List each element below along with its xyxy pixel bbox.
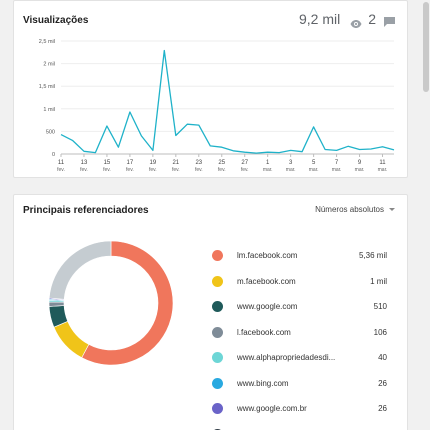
y-tick-label: 0 xyxy=(52,152,55,158)
donut-slice-0[interactable] xyxy=(81,240,174,366)
referrer-row[interactable]: l.facebook.com 106 xyxy=(209,320,399,346)
x-tick-month: mar. xyxy=(355,167,365,173)
referrers-title: Principais referenciadores xyxy=(23,205,149,216)
views-stats: 9,2 mil 2 xyxy=(298,11,395,28)
x-tick-month: fev. xyxy=(241,167,249,173)
comment-icon xyxy=(384,14,395,27)
x-tick-month: mar. xyxy=(286,167,296,173)
referrer-name[interactable]: www.google.com xyxy=(237,302,298,312)
referrer-row[interactable]: www.google.com 510 xyxy=(209,294,399,320)
x-tick-month: fev. xyxy=(126,167,134,173)
x-tick-day: 25 xyxy=(218,160,225,166)
x-tick-day: 11 xyxy=(379,160,386,166)
legend-dot-icon xyxy=(212,250,223,262)
x-tick-day: 27 xyxy=(241,160,248,166)
eye-icon xyxy=(350,15,362,28)
x-tick-month: fev. xyxy=(103,167,111,173)
comments-count: 2 xyxy=(368,11,376,27)
x-tick-day: 7 xyxy=(335,160,339,166)
referrer-row[interactable]: lm.facebook.com 5,36 mil xyxy=(209,243,399,269)
referrer-value: 5,36 mil xyxy=(358,251,387,261)
referrer-value: 40 xyxy=(378,353,387,363)
dropdown-label: Números absolutos xyxy=(315,205,384,214)
views-series-line xyxy=(60,49,395,154)
x-tick-month: fev. xyxy=(149,167,157,173)
scrollbar[interactable] xyxy=(422,0,430,430)
referrers-list: lm.facebook.com 5,36 mil m.facebook.com 1 m… xyxy=(209,243,399,430)
referrer-name[interactable]: www.bing.com xyxy=(237,378,289,388)
scrollbar-thumb[interactable] xyxy=(423,2,429,92)
y-tick-label: 1,5 mil xyxy=(39,84,55,90)
views-title: Visualizações xyxy=(23,15,89,26)
x-tick-day: 13 xyxy=(81,160,88,166)
x-tick-day: 21 xyxy=(172,160,179,166)
x-tick-day: 9 xyxy=(358,160,362,166)
x-tick-month: fev. xyxy=(218,167,226,173)
referrer-name[interactable]: m.facebook.com xyxy=(237,276,296,286)
referrers-donut-chart xyxy=(48,240,174,366)
y-tick-label: 1 mil xyxy=(43,107,55,113)
referrer-row[interactable]: www.alphapropriedadesdi... 40 xyxy=(209,345,399,371)
x-tick-month: mar. xyxy=(332,167,342,173)
legend-dot-icon xyxy=(212,326,223,338)
referrer-name[interactable]: www.alphapropriedadesdi... xyxy=(237,353,336,363)
x-tick-month: mar. xyxy=(309,167,319,173)
referrer-value: 1 mil xyxy=(370,276,387,286)
x-tick-day: 17 xyxy=(127,160,134,166)
referrer-value: 106 xyxy=(373,327,387,337)
x-tick-month: mar. xyxy=(378,167,388,173)
x-tick-day: 11 xyxy=(58,160,65,166)
referrer-name[interactable]: www.google.com.br xyxy=(237,404,307,414)
referrers-card: Principais referenciadores Números absol… xyxy=(13,194,408,430)
x-tick-month: fev. xyxy=(172,167,180,173)
referrer-row[interactable]: www.google.com.br 26 xyxy=(209,396,399,422)
legend-dot-icon xyxy=(212,428,223,430)
x-tick-day: 5 xyxy=(312,160,316,166)
x-tick-day: 3 xyxy=(289,160,293,166)
y-tick-label: 500 xyxy=(46,129,55,135)
views-card: Visualizações 9,2 mil 2 0 500 1 mil 1,5 mil… xyxy=(13,0,408,178)
referrer-row-partial xyxy=(209,422,399,430)
x-tick-day: 19 xyxy=(150,160,157,166)
x-tick-month: mar. xyxy=(263,167,273,173)
views-count: 9,2 mil xyxy=(298,11,341,27)
referrer-row[interactable]: www.bing.com 26 xyxy=(209,371,399,397)
x-tick-month: fev. xyxy=(57,167,65,173)
y-tick-label: 2 mil xyxy=(43,62,55,68)
legend-dot-icon xyxy=(212,403,223,415)
x-tick-month: fev. xyxy=(80,167,88,173)
donut-slice-3[interactable] xyxy=(48,301,65,307)
legend-dot-icon xyxy=(212,352,223,364)
x-tick-day: 23 xyxy=(195,160,202,166)
legend-dot-icon xyxy=(212,301,223,313)
y-tick-label: 2,5 mil xyxy=(39,39,55,45)
donut-slice-1[interactable] xyxy=(53,320,90,359)
metric-dropdown[interactable]: Números absolutos xyxy=(315,205,395,214)
referrer-row[interactable]: m.facebook.com 1 mil xyxy=(209,269,399,295)
referrer-name[interactable]: lm.facebook.com xyxy=(237,251,298,261)
referrer-value: 510 xyxy=(373,302,387,312)
x-tick-day: 1 xyxy=(266,160,270,166)
donut-slice-7[interactable] xyxy=(48,240,112,300)
x-tick-month: fev. xyxy=(195,167,203,173)
legend-dot-icon xyxy=(212,377,223,389)
chevron-down-icon xyxy=(389,208,395,211)
x-tick-day: 15 xyxy=(104,160,111,166)
referrer-value: 26 xyxy=(378,404,387,414)
referrer-value: 26 xyxy=(378,378,387,388)
referrer-name[interactable]: l.facebook.com xyxy=(237,327,291,337)
legend-dot-icon xyxy=(212,275,223,287)
